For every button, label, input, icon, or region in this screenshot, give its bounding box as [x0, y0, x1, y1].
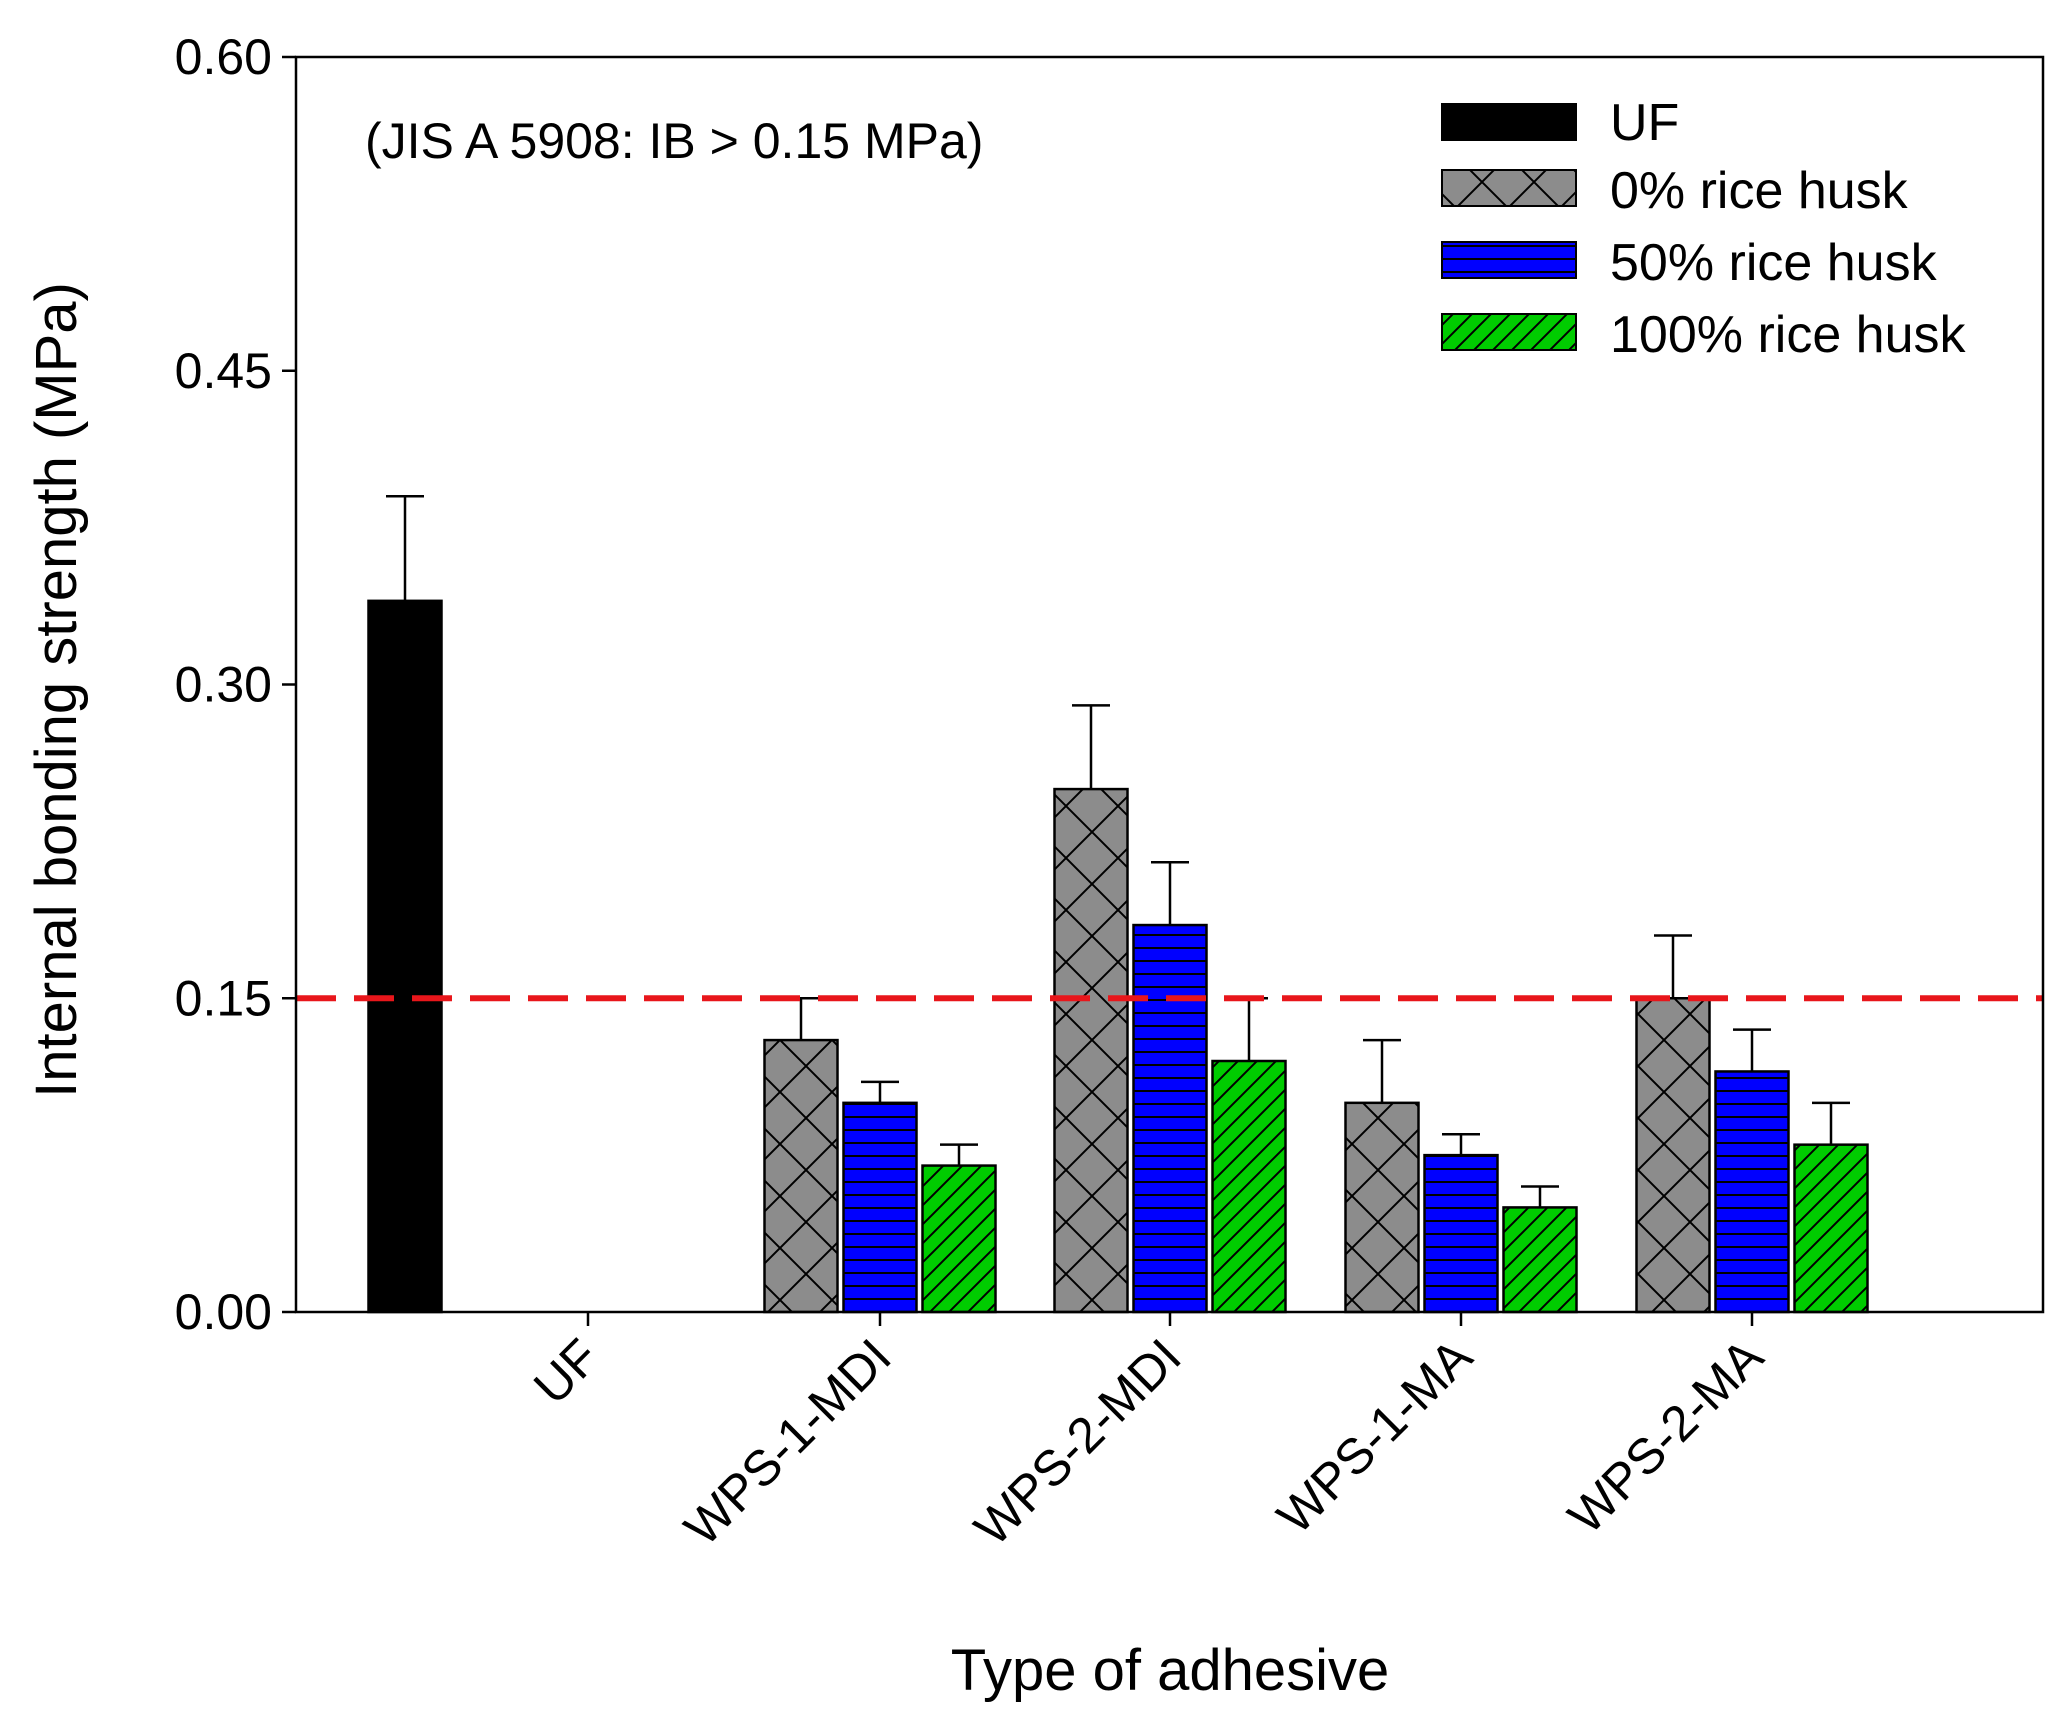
bar-0-rice-husk-wps-1-ma: [1344, 1101, 1420, 1314]
bar-100-rice-husk-wps-1-ma: [1502, 1206, 1578, 1314]
bar-100-rice-husk-wps-2-ma: [1793, 1143, 1869, 1314]
y-tick-label-0: 0.00: [175, 1284, 272, 1340]
legend-swatch-uf: [1441, 103, 1577, 141]
legend-swatch-0pct: [1441, 169, 1577, 207]
bar-50-rice-husk-wps-1-ma: [1423, 1153, 1499, 1314]
legend: UF 0% rice husk 50% rice husk 100% rice …: [1441, 94, 1967, 364]
legend-label-uf: UF: [1610, 94, 1679, 152]
bar-0-rice-husk-wps-2-ma: [1635, 997, 1711, 1314]
bar-series: [367, 599, 1869, 1314]
legend-swatch-50pct: [1441, 241, 1577, 279]
y-axis-ticks: 0.00 0.15 0.30 0.45 0.60: [175, 29, 272, 1340]
bar-uf-uf: [367, 599, 443, 1314]
x-axis-title: Type of adhesive: [951, 1638, 1390, 1703]
category-label-uf: UF: [523, 1328, 610, 1415]
bar-0-rice-husk-wps-1-mdi: [763, 1038, 839, 1314]
y-tick-label-2: 0.30: [175, 657, 272, 713]
bar-100-rice-husk-wps-2-mdi: [1211, 1059, 1287, 1314]
annotation-text: (JIS A 5908: IB > 0.15 MPa): [365, 113, 983, 169]
category-label-wps-2-ma: WPS-2-MA: [1557, 1328, 1774, 1545]
bar-50-rice-husk-wps-2-mdi: [1132, 923, 1208, 1314]
y-tick-label-4: 0.60: [175, 29, 272, 85]
category-label-wps-1-mdi: WPS-1-MDI: [674, 1328, 902, 1556]
axes-frame: [282, 55, 2045, 1326]
y-tick-label-3: 0.45: [175, 343, 272, 399]
bar-100-rice-husk-wps-1-mdi: [921, 1164, 997, 1314]
category-label-wps-1-ma: WPS-1-MA: [1266, 1328, 1483, 1545]
legend-label-0pct: 0% rice husk: [1610, 162, 1909, 220]
y-axis-title: Internal bonding strength (MPa): [24, 282, 89, 1098]
bar-50-rice-husk-wps-2-ma: [1714, 1070, 1790, 1314]
bar-50-rice-husk-wps-1-mdi: [842, 1101, 918, 1314]
x-axis-ticks: UF WPS-1-MDI WPS-2-MDI WPS-1-MA WPS-2-MA: [523, 1328, 1774, 1557]
legend-label-50pct: 50% rice husk: [1610, 234, 1938, 292]
y-tick-label-1: 0.15: [175, 970, 272, 1026]
legend-swatch-100pct: [1441, 313, 1577, 351]
category-label-wps-2-mdi: WPS-2-MDI: [964, 1328, 1192, 1556]
bar-0-rice-husk-wps-2-mdi: [1053, 787, 1129, 1314]
legend-label-100pct: 100% rice husk: [1610, 306, 1967, 364]
